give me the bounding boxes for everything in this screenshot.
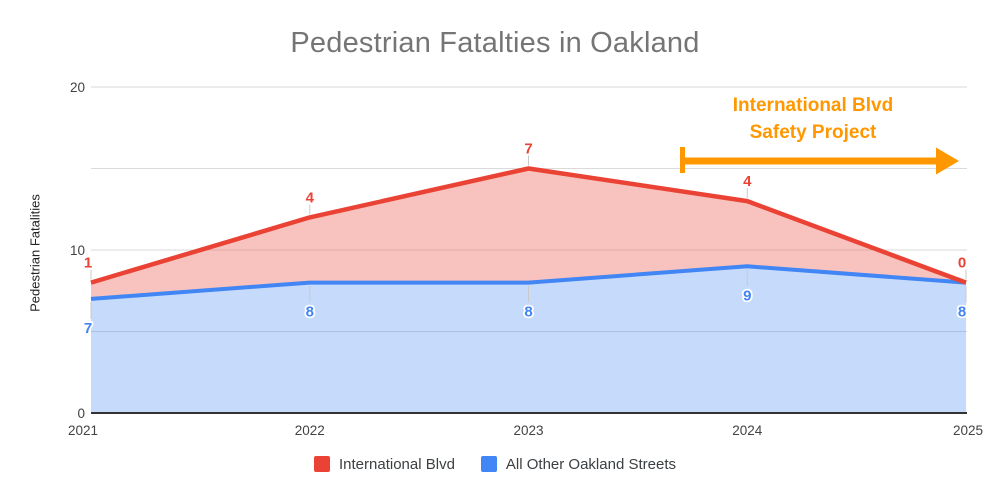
- data-label-international-blvd-2021: 1: [84, 255, 92, 272]
- annotation-line1: International Blvd: [732, 95, 894, 116]
- x-tick-label-2023: 2023: [513, 423, 543, 438]
- data-label-all-other-streets-2022: 8: [306, 304, 314, 321]
- x-tick-label-2022: 2022: [295, 423, 325, 438]
- x-tick-label-2025: 2025: [953, 423, 983, 438]
- data-label-all-other-streets-2021: 7: [84, 320, 92, 337]
- legend-label-international-blvd: International Blvd: [339, 455, 455, 473]
- data-label-all-other-streets-2024: 9: [743, 287, 751, 304]
- chart-title: Pedestrian Fatalties in Oakland: [290, 27, 700, 59]
- x-tick-label-2021: 2021: [68, 423, 98, 438]
- data-label-all-other-streets-2023: 8: [524, 304, 532, 321]
- legend-swatch-red: [314, 456, 330, 472]
- data-label-all-other-streets-2025: 8: [958, 304, 966, 321]
- y-tick-label-10: 10: [70, 243, 85, 258]
- annotation-line2: Safety Project: [749, 122, 877, 143]
- area-all-other-streets: [91, 266, 966, 413]
- annotation-arrow-shaft: [682, 157, 938, 165]
- annotation-arrowhead-icon: [936, 147, 959, 175]
- data-label-international-blvd-2023: 7: [524, 141, 532, 158]
- data-label-international-blvd-2022: 4: [306, 189, 315, 206]
- legend-item-international-blvd: International Blvd: [314, 456, 455, 473]
- y-tick-label-0: 0: [77, 406, 85, 421]
- data-label-international-blvd-2025: 0: [958, 255, 966, 272]
- x-tick-label-2024: 2024: [732, 423, 763, 438]
- legend: International Blvd All Other Oakland Str…: [0, 449, 990, 479]
- line-international-blvd: [90, 166, 967, 285]
- line-all-other-streets: [90, 264, 967, 301]
- legend-swatch-blue: [480, 456, 497, 472]
- y-tick-label-20: 20: [70, 80, 85, 95]
- annotation: International Blvd Safety Project: [680, 92, 946, 146]
- legend-item-all-other-streets: All Other Oakland Streets: [480, 455, 676, 473]
- data-label-international-blvd-2024: 4: [743, 173, 752, 190]
- legend-label-all-other-streets: All Other Oakland Streets: [505, 455, 676, 473]
